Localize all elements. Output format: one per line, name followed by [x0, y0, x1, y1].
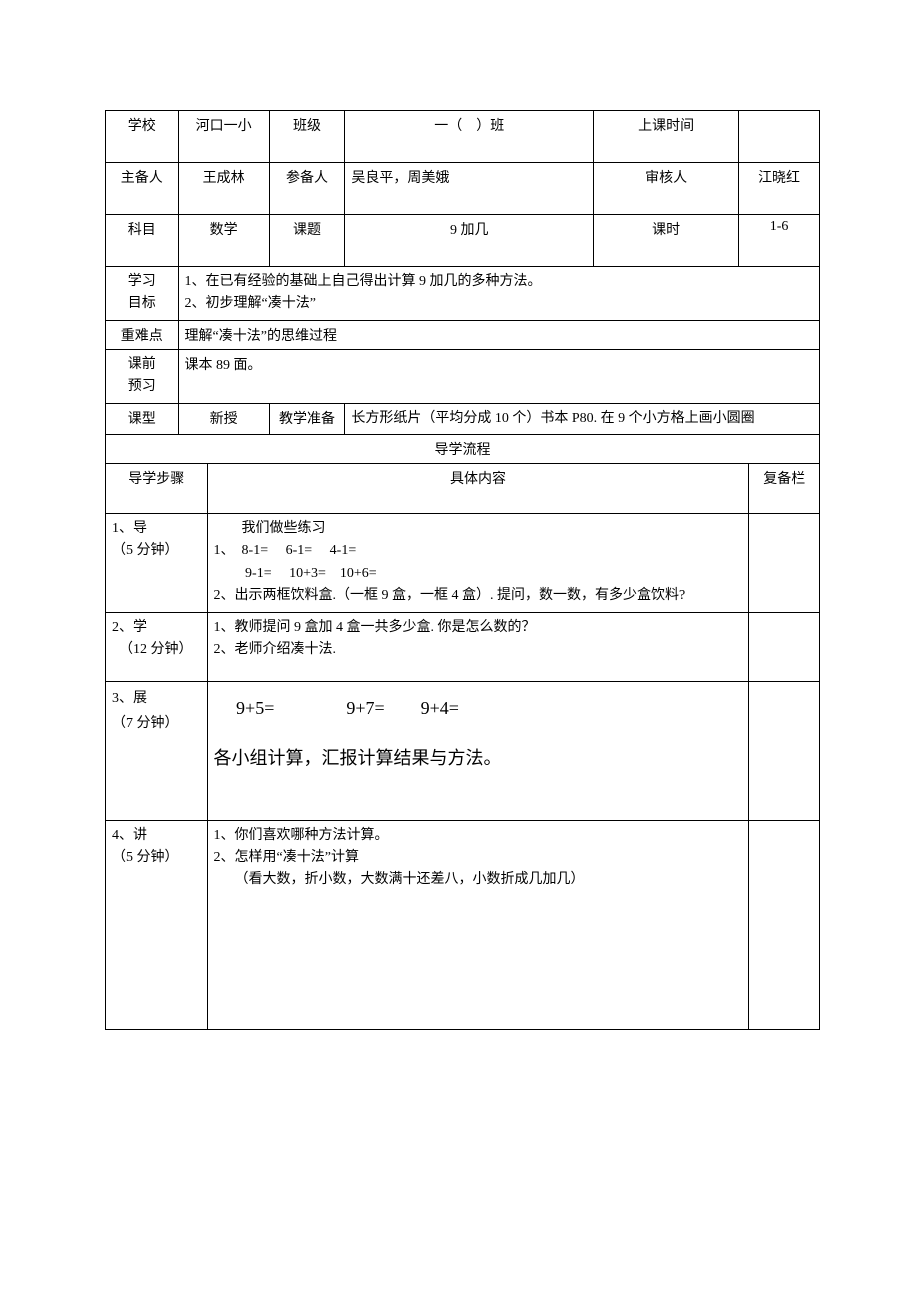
- subject-value: 数学: [178, 215, 269, 267]
- step1-line3: 2、出示两框饮料盒.（一框 9 盒，一框 4 盒）. 提问，数一数，有多少盒饮料…: [214, 585, 743, 607]
- coprep-label: 参备人: [269, 163, 345, 215]
- step1-line0: 我们做些练习: [214, 518, 743, 540]
- step3-line2: 各小组计算，汇报计算结果与方法。: [214, 742, 743, 774]
- step4-line3: （看大数，折小数，大数满十还差八，小数折成几加几）: [214, 869, 743, 891]
- prep-label: 教学准备: [269, 403, 345, 434]
- preview-label: 课前 预习: [106, 349, 179, 403]
- step2-notes: [749, 612, 820, 681]
- step4-label: 4、讲 （5 分钟）: [106, 820, 208, 1029]
- step1-content: 我们做些练习 1、 8-1= 6-1= 4-1= 9-1= 10+3= 10+6…: [207, 513, 749, 612]
- school-value: 河口一小: [178, 111, 269, 163]
- period-label: 课时: [594, 215, 739, 267]
- time-value: [739, 111, 820, 163]
- step4-line2: 2、怎样用“凑十法”计算: [214, 847, 743, 869]
- period-value: 1-6: [739, 215, 820, 267]
- objectives-label: 学习 目标: [106, 267, 179, 321]
- flow-title: 导学流程: [106, 434, 820, 463]
- step2-content: 1、教师提问 9 盒加 4 盒一共多少盒. 你是怎么数的？ 2、老师介绍凑十法.: [207, 612, 749, 681]
- topic-label: 课题: [269, 215, 345, 267]
- step2-line1: 1、教师提问 9 盒加 4 盒一共多少盒. 你是怎么数的？: [214, 617, 743, 639]
- class-value: 一（ ）班: [345, 111, 594, 163]
- preparer-label: 主备人: [106, 163, 179, 215]
- step4-notes: [749, 820, 820, 1029]
- objectives-text: 1、在已有经验的基础上自己得出计算 9 加几的多种方法。 2、初步理解“凑十法”: [178, 267, 819, 321]
- lessontype-label: 课型: [106, 403, 179, 434]
- flow-steps-header: 导学步骤: [106, 463, 208, 513]
- reviewer-label: 审核人: [594, 163, 739, 215]
- step1-line2: 9-1= 10+3= 10+6=: [214, 563, 743, 585]
- step3-content: 9+5= 9+7= 9+4= 各小组计算，汇报计算结果与方法。: [207, 681, 749, 820]
- step3-notes: [749, 681, 820, 820]
- preview-text: 课本 89 面。: [178, 349, 819, 403]
- step3-label: 3、展 （7 分钟）: [106, 681, 208, 820]
- time-label: 上课时间: [594, 111, 739, 163]
- prep-value: 长方形纸片（平均分成 10 个）书本 P80. 在 9 个小方格上画小圆圈: [345, 403, 820, 434]
- flow-content-header: 具体内容: [207, 463, 749, 513]
- step2-line2: 2、老师介绍凑十法.: [214, 639, 743, 661]
- reviewer-value: 江晓红: [739, 163, 820, 215]
- lesson-plan-table: 学校 河口一小 班级 一（ ）班 上课时间 主备人 王成林 参备人 吴良平，周美…: [105, 110, 820, 1030]
- lessontype-value: 新授: [178, 403, 269, 434]
- step1-line1: 1、 8-1= 6-1= 4-1=: [214, 540, 743, 562]
- step4-line1: 1、你们喜欢哪种方法计算。: [214, 825, 743, 847]
- step3-line1: 9+5= 9+7= 9+4=: [214, 692, 743, 724]
- class-label: 班级: [269, 111, 345, 163]
- flow-notes-header: 复备栏: [749, 463, 820, 513]
- lesson-plan-page: 学校 河口一小 班级 一（ ）班 上课时间 主备人 王成林 参备人 吴良平，周美…: [0, 0, 920, 1302]
- step2-label: 2、学 （12 分钟）: [106, 612, 208, 681]
- coprep-value: 吴良平，周美娥: [345, 163, 594, 215]
- step4-content: 1、你们喜欢哪种方法计算。 2、怎样用“凑十法”计算 （看大数，折小数，大数满十…: [207, 820, 749, 1029]
- step1-notes: [749, 513, 820, 612]
- step1-label: 1、导 （5 分钟）: [106, 513, 208, 612]
- school-label: 学校: [106, 111, 179, 163]
- topic-value: 9 加几: [345, 215, 594, 267]
- keypoints-text: 理解“凑十法”的思维过程: [178, 320, 819, 349]
- keypoints-label: 重难点: [106, 320, 179, 349]
- preparer-value: 王成林: [178, 163, 269, 215]
- subject-label: 科目: [106, 215, 179, 267]
